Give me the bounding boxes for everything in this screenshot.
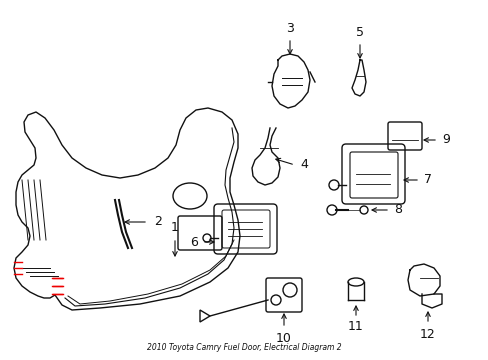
- Text: 3: 3: [285, 22, 293, 35]
- Text: 1: 1: [171, 221, 179, 234]
- Text: 6: 6: [190, 235, 198, 248]
- Text: 12: 12: [419, 328, 435, 341]
- Text: 2010 Toyota Camry Fuel Door, Electrical Diagram 2: 2010 Toyota Camry Fuel Door, Electrical …: [146, 343, 341, 352]
- Text: 11: 11: [347, 320, 363, 333]
- Text: 5: 5: [355, 26, 363, 39]
- Text: 10: 10: [276, 332, 291, 345]
- Text: 4: 4: [300, 158, 307, 171]
- Text: 2: 2: [154, 216, 162, 229]
- Text: 9: 9: [441, 134, 449, 147]
- Text: 8: 8: [393, 203, 401, 216]
- Text: 7: 7: [423, 174, 431, 186]
